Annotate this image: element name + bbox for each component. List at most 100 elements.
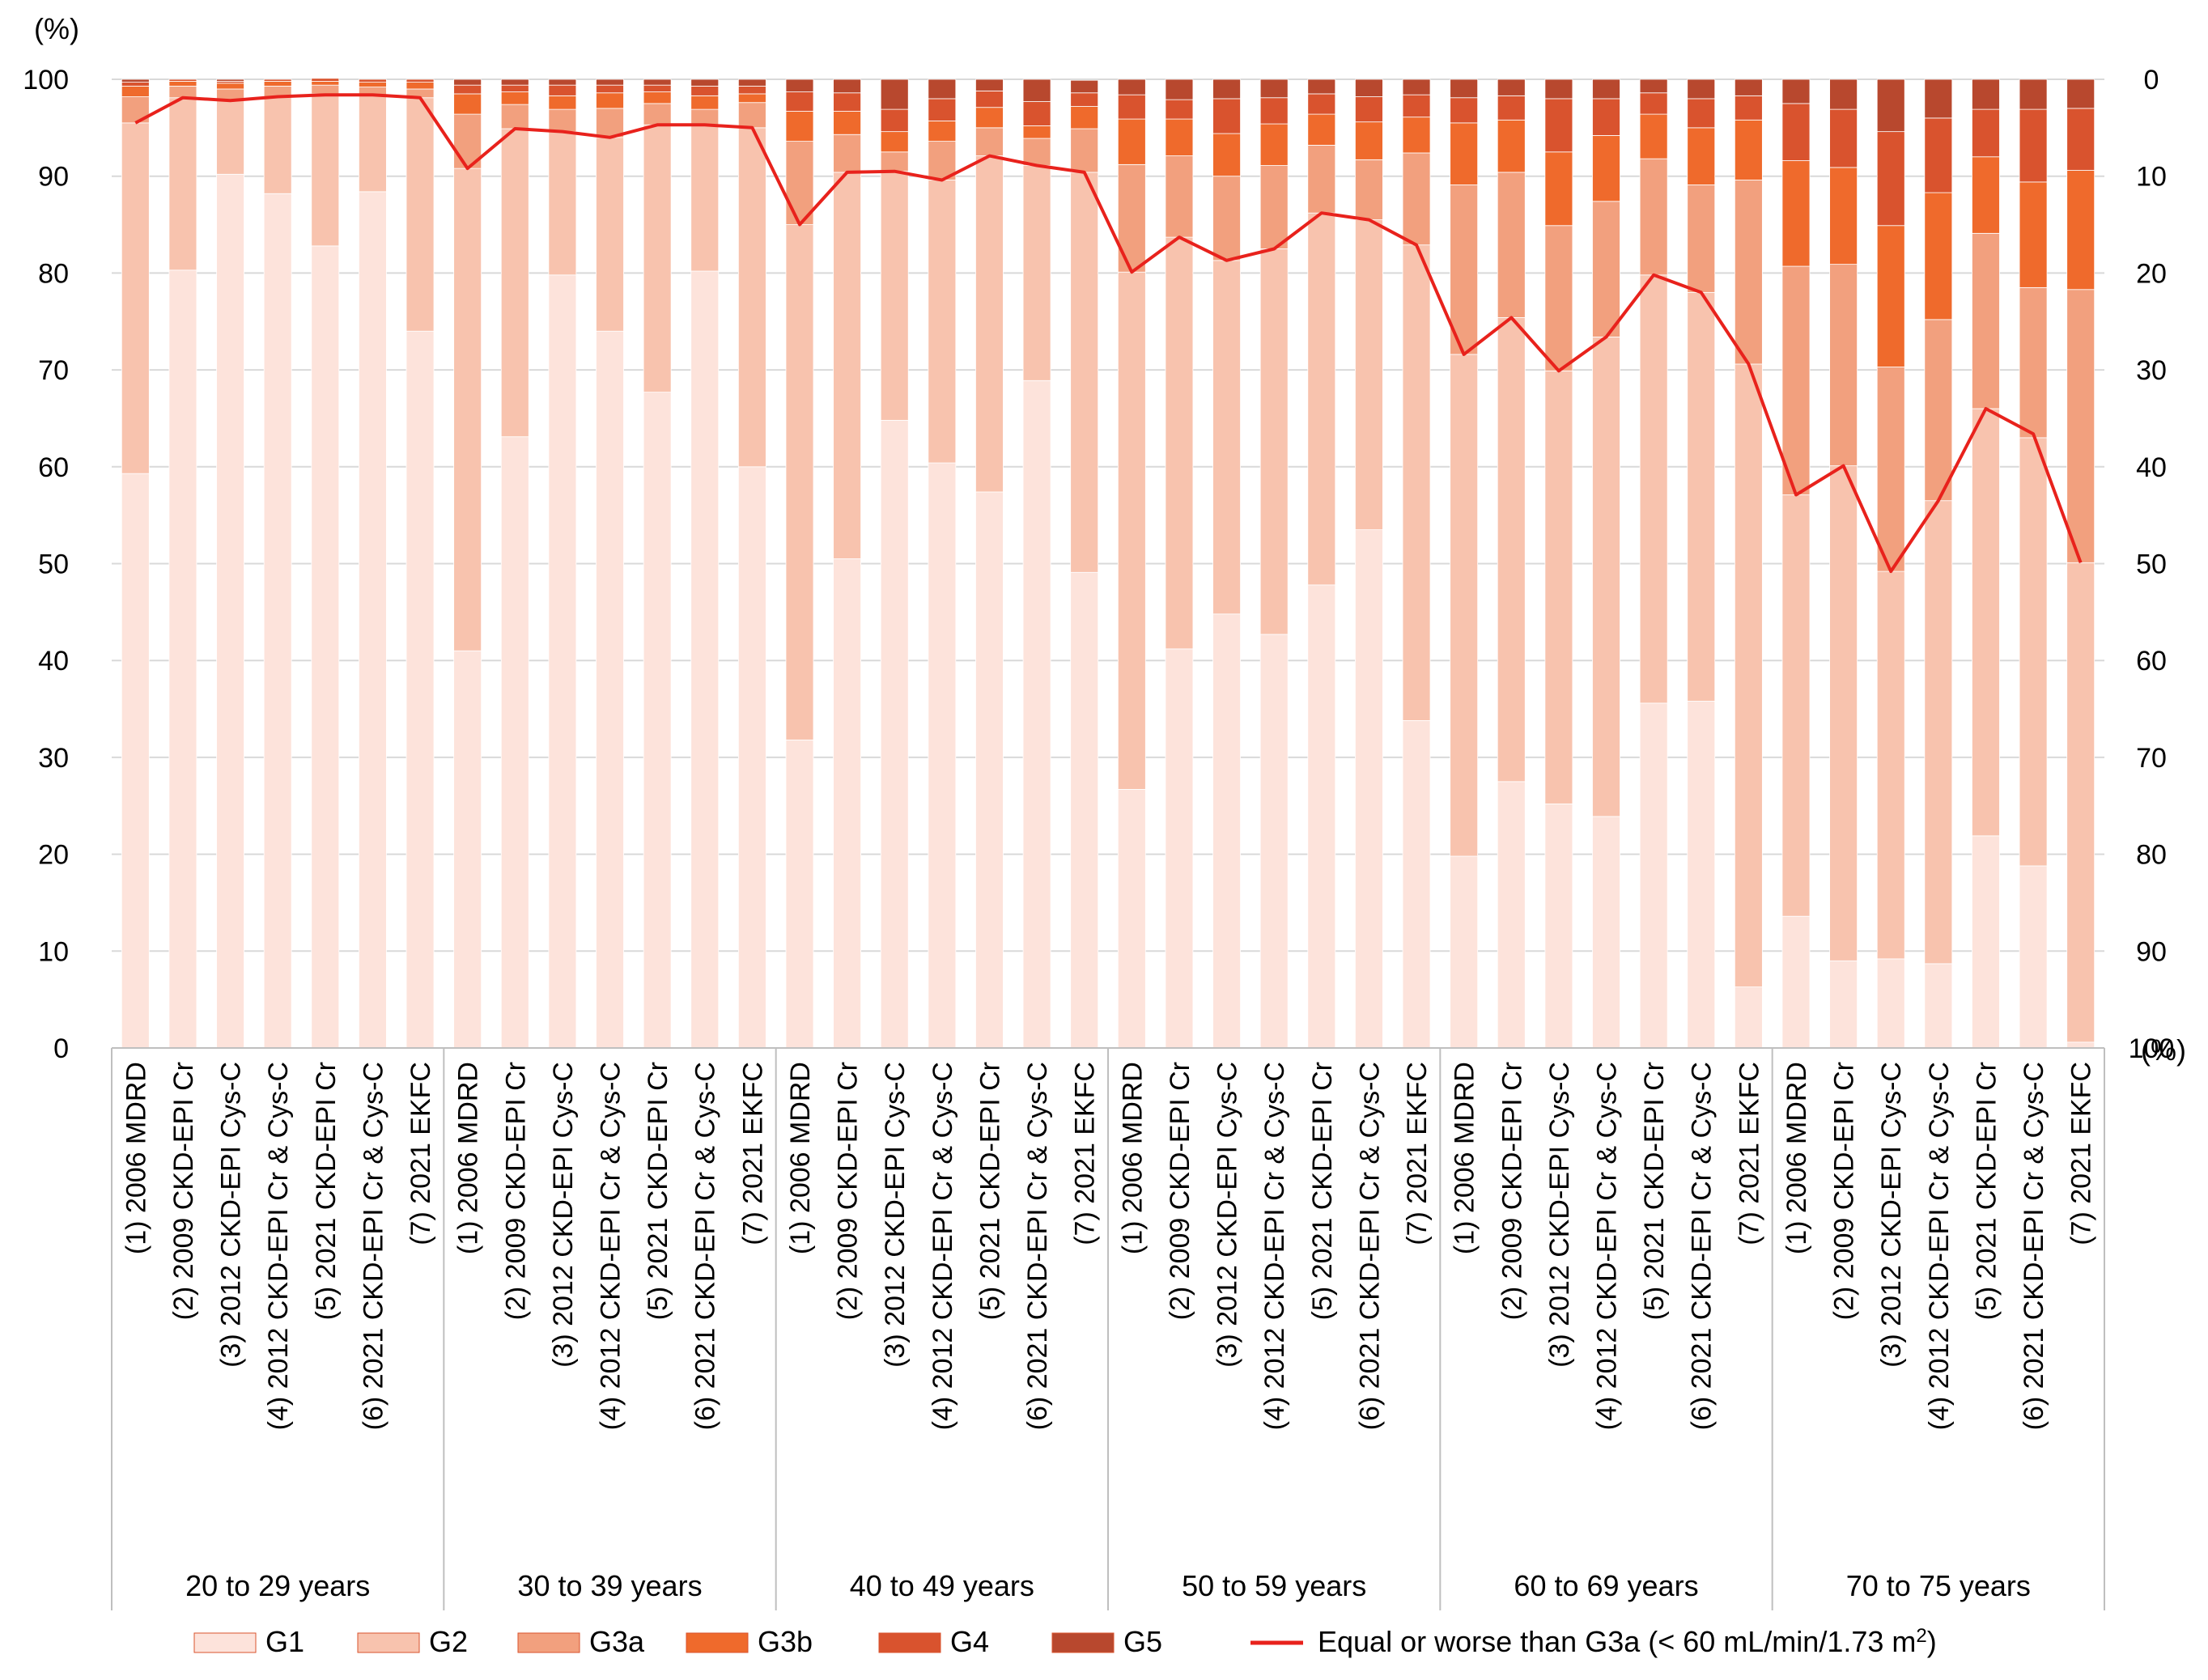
method-label: (6) 2021 CKD-EPI Cr & Cys-C xyxy=(1687,1062,1718,1430)
bar-segment-g3b xyxy=(1829,167,1858,265)
bar-segment-g2 xyxy=(928,180,957,464)
legend-swatch-g1 xyxy=(193,1632,257,1653)
bar-segment-g3a xyxy=(1544,225,1573,371)
bar-segment-g3b xyxy=(1212,133,1241,177)
right-tick-label: 20 xyxy=(2136,258,2167,289)
bar-segment-g3a xyxy=(833,134,861,173)
bar-segment-g1 xyxy=(168,269,197,1049)
bar-segment-g4 xyxy=(596,84,624,94)
method-label: (3) 2012 CKD-EPI Cys-C xyxy=(1212,1062,1243,1368)
bar-segment-g4 xyxy=(359,78,387,83)
bar-segment-g4 xyxy=(737,85,766,95)
bar-segment-g2 xyxy=(1876,571,1905,960)
bar-segment-g4 xyxy=(2066,108,2095,171)
group-label: 50 to 59 years xyxy=(1182,1569,1366,1602)
left-tick-label: 60 xyxy=(38,452,69,483)
bar-segment-g4 xyxy=(785,91,814,112)
method-label: (4) 2012 CKD-EPI Cr & Cys-C xyxy=(596,1062,626,1430)
bar-segment-g1 xyxy=(690,270,720,1049)
axes-layer xyxy=(111,1047,2105,1610)
bar-segment-g5 xyxy=(880,78,909,110)
bar-segment-g5 xyxy=(500,78,529,86)
bar-segment-g1 xyxy=(216,173,244,1049)
right-tick-label: 80 xyxy=(2136,840,2167,871)
bar-segment-g2 xyxy=(1544,370,1573,804)
bar-segment-g3a xyxy=(1972,232,2000,409)
right-axis-unit-label: (%) xyxy=(2141,1033,2186,1067)
bar-segment-g5 xyxy=(1402,78,1431,95)
bar-segment-g3a xyxy=(596,108,624,138)
bar-segment-g1 xyxy=(1450,855,1479,1049)
bar-segment-g5 xyxy=(596,78,624,86)
bar-segment-g3a xyxy=(1117,163,1146,273)
legend-label-g5: G5 xyxy=(1123,1625,1162,1658)
bar-segment-g1 xyxy=(643,392,672,1049)
bar-segment-g5 xyxy=(1355,78,1383,97)
line-layer xyxy=(134,93,2083,574)
legend-swatch-g3a xyxy=(517,1632,580,1653)
method-label: (2) 2009 CKD-EPI Cr xyxy=(168,1062,199,1320)
bar-segment-g2 xyxy=(596,137,624,332)
bar-segment-g1 xyxy=(1212,613,1241,1049)
bar-segment-g2 xyxy=(453,168,482,651)
bar-segment-g4 xyxy=(1355,96,1383,123)
bar-segment-g3b xyxy=(1402,117,1431,154)
left-tick-label: 40 xyxy=(38,646,69,677)
bar-segment-g3b xyxy=(643,91,672,104)
bar-segment-g1 xyxy=(1117,789,1146,1049)
right-tick-label: 60 xyxy=(2136,646,2167,677)
bar-segment-g1 xyxy=(1497,781,1526,1049)
method-label: (2) 2009 CKD-EPI Cr xyxy=(500,1062,531,1320)
bar-segment-g2 xyxy=(1212,260,1241,615)
bar-segment-g4 xyxy=(1544,98,1573,153)
method-label: (6) 2021 CKD-EPI Cr & Cys-C xyxy=(2019,1062,2049,1430)
left-axis-unit-label: (%) xyxy=(34,12,79,45)
bar-segment-g1 xyxy=(406,330,435,1049)
method-label: (5) 2021 CKD-EPI Cr xyxy=(311,1062,342,1320)
bar-segment-g3b xyxy=(500,91,529,105)
bar-segment-g3a xyxy=(880,151,909,172)
bar-segment-g3b xyxy=(1117,118,1146,165)
method-label: (5) 2021 CKD-EPI Cr xyxy=(1639,1062,1670,1320)
bar-segment-g1 xyxy=(1687,701,1716,1049)
bar-segment-g5 xyxy=(1450,78,1479,99)
method-label: (1) 2006 MDRD xyxy=(785,1062,816,1254)
bar-segment-g4 xyxy=(1924,117,1953,193)
legend-label-g2: G2 xyxy=(429,1625,468,1658)
bar-segment-g2 xyxy=(1497,317,1526,783)
bar-segment-g4 xyxy=(880,108,909,133)
bar-segment-g3b xyxy=(596,92,624,109)
left-tick-label: 30 xyxy=(38,743,69,774)
bar-segment-g2 xyxy=(1022,165,1051,381)
bar-segment-g4 xyxy=(263,78,292,82)
bar-segment-g5 xyxy=(453,78,482,86)
method-label: (3) 2012 CKD-EPI Cys-C xyxy=(880,1062,911,1368)
legend-label-g3a: G3a xyxy=(589,1625,645,1658)
left-tick-label: 80 xyxy=(38,258,69,289)
bar-segment-g3b xyxy=(311,80,340,86)
legend-line-label-text: Equal or worse than G3a (< 60 mL/min/1.7… xyxy=(1318,1625,1916,1658)
right-tick-label: 70 xyxy=(2136,743,2167,774)
bar-segment-g4 xyxy=(168,78,197,82)
method-label: (1) 2006 MDRD xyxy=(1117,1062,1148,1254)
bar-segment-g5 xyxy=(928,78,957,100)
method-label: (1) 2006 MDRD xyxy=(121,1062,151,1254)
bar-segment-g5 xyxy=(1734,78,1763,96)
bar-segment-g1 xyxy=(1307,584,1336,1049)
legend-swatch-g5 xyxy=(1051,1632,1115,1653)
right-tick-label: 50 xyxy=(2136,549,2167,580)
bar-segment-g5 xyxy=(548,78,577,86)
bar-segment-g3b xyxy=(1592,135,1620,202)
bar-segment-g1 xyxy=(1876,958,1905,1049)
bar-segment-g3a xyxy=(1259,165,1289,249)
group-label: 20 to 29 years xyxy=(185,1569,370,1602)
left-tick-label: 100 xyxy=(23,65,69,95)
bar-segment-g3a xyxy=(1876,367,1905,572)
legend-layer: G1 G2 G3a G3b G4 G5 Equal or worse than G3a (<… xyxy=(193,1625,1937,1658)
right-tick-label: 30 xyxy=(2136,355,2167,386)
bar-segment-g2 xyxy=(1355,219,1383,531)
bar-segment-g3a xyxy=(1212,176,1241,261)
right-tick-label: 100 xyxy=(2129,1033,2175,1064)
g3a-or-worse-line xyxy=(134,93,2083,574)
bar-segment-g3b xyxy=(1781,160,1811,267)
